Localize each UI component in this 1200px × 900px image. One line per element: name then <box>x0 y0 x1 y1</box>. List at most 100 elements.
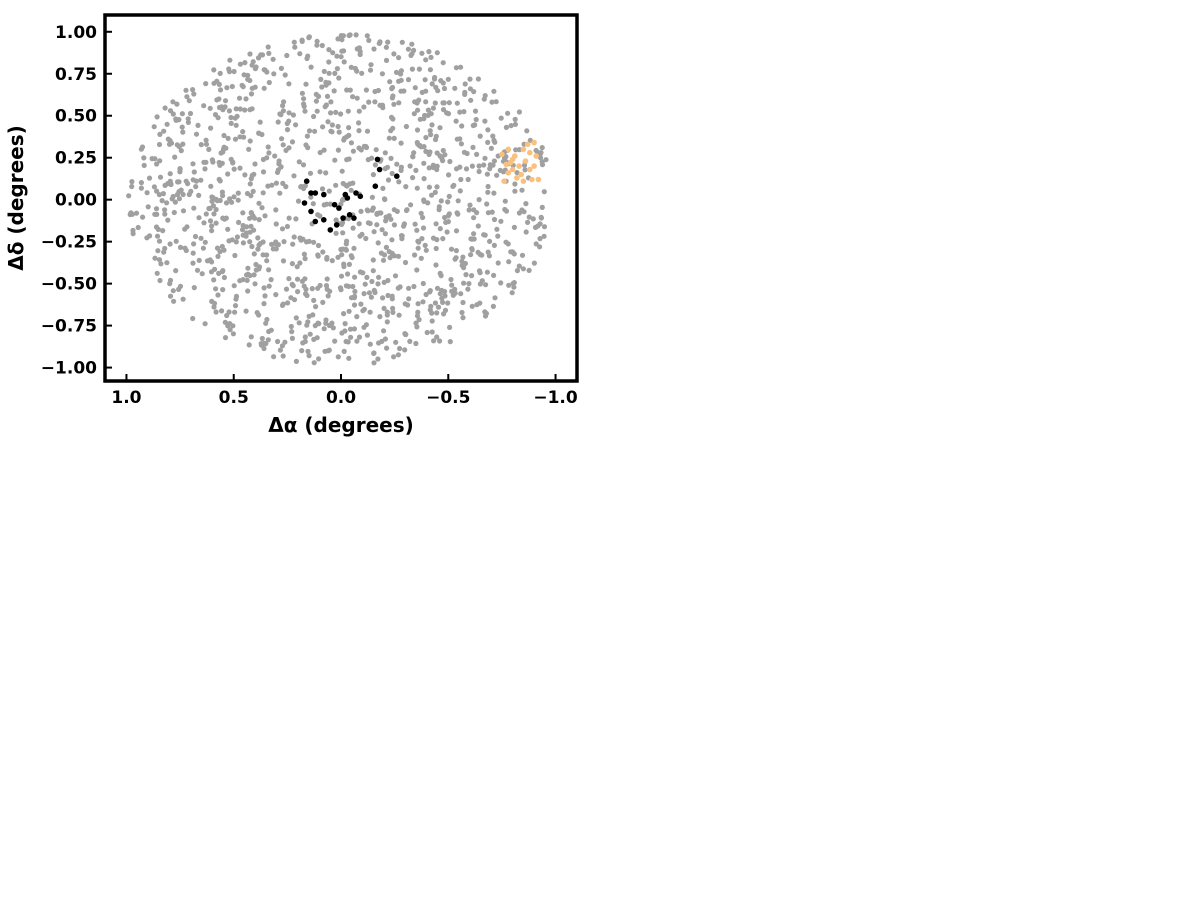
field-star-point <box>546 485 551 490</box>
field-star-point <box>929 304 934 309</box>
field-star-point <box>434 679 439 684</box>
field-star-point <box>391 532 396 537</box>
field-star-point <box>451 495 456 500</box>
field-star-point <box>339 482 344 487</box>
field-star-point <box>309 484 314 489</box>
field-star-point <box>471 692 476 697</box>
field-star-point <box>921 299 926 304</box>
field-star-point <box>906 222 911 227</box>
field-star-point <box>1008 318 1013 323</box>
field-star-point <box>548 479 553 484</box>
field-star-point <box>1019 590 1024 595</box>
field-star-point <box>364 502 369 507</box>
field-star-point <box>1039 177 1044 182</box>
field-star-point <box>303 256 308 261</box>
field-star-point <box>396 286 401 291</box>
field-star-point <box>968 591 973 596</box>
field-star-point <box>918 178 923 183</box>
field-star-point <box>918 300 923 305</box>
field-star-point <box>979 615 984 620</box>
field-star-point <box>809 274 814 279</box>
field-star-point <box>1012 259 1017 264</box>
field-star-point <box>988 158 993 163</box>
field-star-point <box>998 610 1003 615</box>
field-star-point <box>382 197 387 202</box>
field-star-point <box>348 335 353 340</box>
field-star-point <box>972 618 977 623</box>
field-star-point <box>1001 604 1006 609</box>
field-star-point <box>140 215 145 220</box>
field-star-point <box>925 242 930 247</box>
field-star-point <box>412 562 417 567</box>
field-star-point <box>531 520 536 525</box>
field-star-point <box>928 603 933 608</box>
field-star-point <box>375 492 380 497</box>
field-star-point <box>936 167 941 172</box>
field-star-point <box>417 67 422 72</box>
field-star-point <box>474 716 479 721</box>
field-star-point <box>343 485 348 490</box>
field-star-point <box>981 613 986 618</box>
field-star-point <box>494 702 499 707</box>
field-star-point <box>540 507 545 512</box>
field-star-point <box>129 184 134 189</box>
field-star-point <box>895 276 900 281</box>
field-star-point <box>963 588 968 593</box>
field-star-point <box>972 592 977 597</box>
field-star-point <box>885 283 890 288</box>
field-star-point <box>242 107 247 112</box>
field-star-point <box>447 100 452 105</box>
field-star-point <box>229 121 234 126</box>
field-star-point <box>914 249 919 254</box>
field-star-point <box>961 127 966 132</box>
field-star-point <box>145 190 150 195</box>
field-star-point <box>459 141 464 146</box>
field-star-point <box>967 571 972 576</box>
field-star-point <box>840 212 845 217</box>
field-star-point <box>395 534 400 539</box>
field-star-point <box>427 682 432 687</box>
field-star-point <box>519 793 524 798</box>
field-star-point <box>425 733 430 738</box>
field-star-point <box>282 340 287 345</box>
field-star-point <box>482 697 487 702</box>
field-star-point <box>918 201 923 206</box>
field-star-point <box>429 122 434 127</box>
field-star-point <box>921 320 926 325</box>
field-star-point <box>980 611 985 616</box>
field-star-point <box>1017 598 1022 603</box>
field-star-point <box>1044 596 1049 601</box>
field-star-point <box>806 276 811 281</box>
field-star-point <box>324 501 329 506</box>
field-star-point <box>360 505 365 510</box>
field-star-point <box>264 317 269 322</box>
field-star-point <box>891 294 896 299</box>
field-star-point <box>1054 593 1059 598</box>
field-star-point <box>247 342 252 347</box>
member-point <box>394 173 400 179</box>
field-star-point <box>821 233 826 238</box>
field-star-point <box>1018 616 1023 621</box>
field-star-point <box>330 518 335 523</box>
field-star-point <box>1023 611 1028 616</box>
field-star-point <box>433 190 438 195</box>
field-star-point <box>868 300 873 305</box>
field-star-point <box>841 291 846 296</box>
field-star-point <box>249 334 254 339</box>
field-star-point <box>990 320 995 325</box>
field-star-point <box>343 525 348 530</box>
field-star-point <box>928 297 933 302</box>
field-star-point <box>932 613 937 618</box>
field-star-point <box>920 275 925 280</box>
field-star-point <box>247 239 252 244</box>
field-star-point <box>867 265 872 270</box>
field-star-point <box>962 609 967 614</box>
field-star-point <box>213 286 218 291</box>
field-star-point <box>925 289 930 294</box>
field-star-point <box>342 59 347 64</box>
field-star-point <box>325 94 330 99</box>
field-star-point <box>1125 590 1130 595</box>
field-star-point <box>241 223 246 228</box>
field-star-point <box>380 227 385 232</box>
field-star-point <box>1045 614 1050 619</box>
